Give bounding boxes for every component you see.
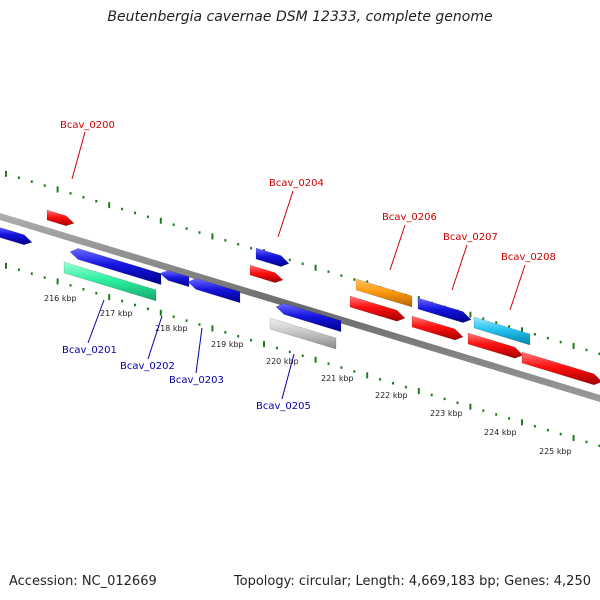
gene-arrow-bcav-0205[interactable] xyxy=(269,317,337,350)
gene-arrow-bcav-0208-lower[interactable] xyxy=(467,332,524,359)
gene-arrow-bcav-0207-lower[interactable] xyxy=(411,315,464,341)
gene-arrow-partial-left[interactable] xyxy=(0,226,33,246)
gene-label-bcav-0205[interactable]: Bcav_0205 xyxy=(256,401,311,412)
gene-label-bcav-0203[interactable]: Bcav_0203 xyxy=(169,375,224,386)
gene-arrow-bcav-0202[interactable] xyxy=(159,270,190,288)
accession-text: Accession: NC_012669 xyxy=(9,574,157,589)
gene-arrow-bcav-0205-upper[interactable] xyxy=(275,303,342,333)
scale-label: 218 kbp xyxy=(155,324,188,333)
scale-label: 217 kbp xyxy=(100,309,133,318)
scale-label: 224 kbp xyxy=(484,428,517,437)
gene-label-bcav-0208[interactable]: Bcav_0208 xyxy=(501,252,556,263)
scale-labels: 216 kbp 217 kbp 218 kbp 219 kbp 220 kbp 221 k… xyxy=(44,294,572,456)
gene-arrow-bcav-0200[interactable] xyxy=(46,209,75,227)
leader-line xyxy=(71,131,86,180)
leader-line xyxy=(389,224,406,271)
label-leaders xyxy=(71,131,526,400)
gene-label-bcav-0200[interactable]: Bcav_0200 xyxy=(60,120,115,131)
leader-line xyxy=(277,190,294,238)
gene-arrow-bcav-0204-upper[interactable] xyxy=(255,247,290,267)
gene-arrow-bcav-0206-lower[interactable] xyxy=(349,295,406,322)
gene-features xyxy=(0,209,600,386)
leader-line xyxy=(451,244,468,291)
scale-label: 225 kbp xyxy=(539,447,572,456)
gene-arrow-bcav-0203[interactable] xyxy=(187,278,241,304)
gene-label-bcav-0202[interactable]: Bcav_0202 xyxy=(120,361,175,372)
gene-label-bcav-0204[interactable]: Bcav_0204 xyxy=(269,178,324,189)
genome-title: Beutenbergia cavernae DSM 12333, complet… xyxy=(107,9,493,25)
gene-arrow-bcav-0201[interactable] xyxy=(63,261,157,302)
gene-arrow-partial-right[interactable] xyxy=(521,351,600,386)
scale-label: 216 kbp xyxy=(44,294,77,303)
gene-arrow-bcav-0206[interactable] xyxy=(355,278,413,308)
scale-label: 219 kbp xyxy=(211,340,244,349)
scale-label: 220 kbp xyxy=(266,357,299,366)
gene-arrow-bcav-0208[interactable] xyxy=(473,316,531,346)
gene-arrow-bcav-0204[interactable] xyxy=(249,264,284,283)
gene-label-bcav-0207[interactable]: Bcav_0207 xyxy=(443,232,498,243)
gene-label-bcav-0201[interactable]: Bcav_0201 xyxy=(62,345,117,356)
gene-arrow-bcav-0207[interactable] xyxy=(417,297,472,323)
leader-line xyxy=(509,264,526,311)
scale-label: 223 kbp xyxy=(430,409,463,418)
leader-line xyxy=(281,353,295,400)
tick-row-bottom xyxy=(5,262,600,448)
scale-label: 222 kbp xyxy=(375,391,408,400)
leader-line xyxy=(195,327,203,374)
genome-backbone xyxy=(0,213,600,402)
gene-arrow-bcav-0201-upper[interactable] xyxy=(69,248,162,285)
leader-line xyxy=(147,315,163,360)
gene-label-bcav-0206[interactable]: Bcav_0206 xyxy=(382,212,437,223)
leader-line xyxy=(87,299,105,344)
topology-summary: Topology: circular; Length: 4,669,183 bp… xyxy=(233,574,591,589)
scale-label: 221 kbp xyxy=(321,374,354,383)
